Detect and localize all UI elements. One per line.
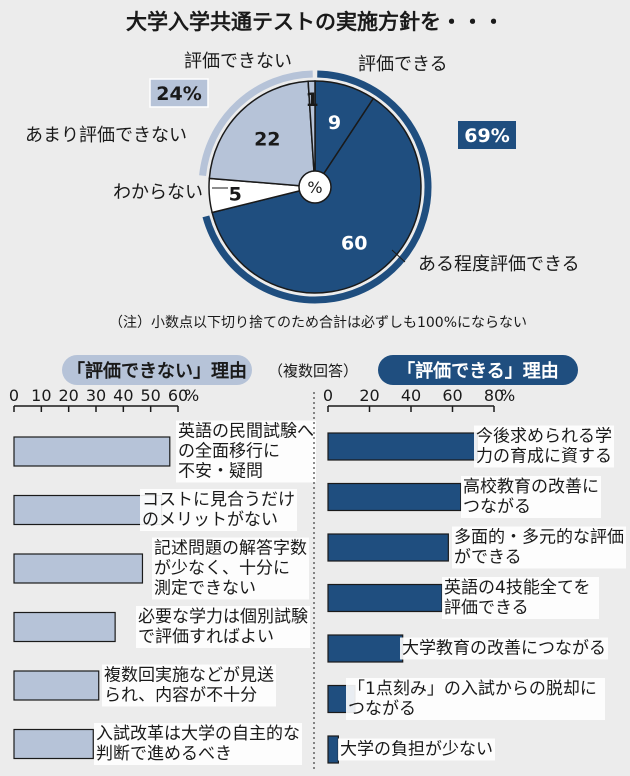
- can-evaluate-reasons-chart: 「評価できる」理由 0 20 40 60 80% 今後求められる学力の育成に資する高校教育の…: [313, 355, 626, 770]
- pie-slice-value: 9: [328, 112, 341, 134]
- bar: [13, 670, 100, 701]
- x-tick-label: 60: [442, 386, 462, 405]
- bar-label: 測定できない: [154, 579, 256, 599]
- bar: [327, 482, 462, 512]
- bar: [327, 432, 478, 461]
- slice-label: あまり評価できない: [25, 125, 187, 146]
- group-arc: [199, 70, 313, 176]
- bar-label-bg: [338, 738, 495, 761]
- bar-label: ができる: [454, 548, 522, 568]
- bar: [13, 494, 163, 526]
- group-arc: [202, 70, 432, 304]
- bar: [327, 583, 443, 613]
- pie-center-label: %: [307, 178, 322, 197]
- x-tick-label: 60: [168, 386, 188, 405]
- bar-label: られ、内容が不十分: [104, 686, 257, 706]
- bar-label-bg: [442, 577, 599, 619]
- bar-label-bg: [461, 476, 601, 518]
- x-tick-label: 20: [359, 386, 379, 405]
- pie-center: [298, 170, 332, 204]
- bar-label-bg: [94, 723, 302, 765]
- slice-label: ある程度評価できる: [418, 254, 580, 275]
- bar-label-bg: [140, 489, 297, 531]
- bar-label: 入試改革は大学の自主的な: [96, 724, 300, 744]
- pie-slice-value: 60: [341, 233, 367, 255]
- bar-label: 英語の民間試験へ: [178, 422, 314, 442]
- group-badge: [149, 78, 209, 108]
- x-tick-label: 50: [140, 386, 160, 405]
- group-badge: [458, 121, 516, 149]
- pie-slice-value: 1: [306, 89, 319, 111]
- reason-header-subtitle: （複数回答）: [268, 362, 358, 380]
- x-tick-label: 20: [58, 386, 78, 405]
- x-unit: %: [184, 386, 199, 405]
- reason-header-title: 「評価できない」理由: [67, 360, 247, 382]
- reason-header-pill: [378, 355, 578, 385]
- bar-label: 「1点刻み」の入試からの脱却に: [348, 679, 597, 699]
- slice-label: 評価できない: [184, 51, 292, 72]
- bar: [13, 553, 144, 584]
- leader-line: [391, 249, 406, 263]
- bar-label: 評価できる: [444, 598, 529, 618]
- bar: [13, 436, 171, 467]
- bar-label: 必要な学力は個別試験: [138, 607, 308, 627]
- group-badge-value: 69%: [464, 125, 509, 147]
- group-badge-value: 24%: [156, 83, 201, 105]
- pie-slice-value: 22: [254, 129, 280, 151]
- slice-label: わからない: [113, 182, 203, 203]
- bar: [327, 735, 339, 764]
- bar-label-bg: [474, 425, 614, 468]
- bar-label: が少なく、十分に: [154, 559, 290, 579]
- pie-slice: [307, 80, 316, 188]
- bar-label: 不安・疑問: [178, 462, 263, 482]
- bar-label-bg: [452, 526, 626, 569]
- bar-label: コストに見合うだけ: [142, 490, 295, 510]
- bar: [327, 634, 404, 663]
- bar-label-bg: [152, 537, 309, 600]
- x-tick-label: 40: [113, 386, 133, 405]
- pie-slice: [208, 80, 316, 188]
- bar-label: のメリットがない: [142, 510, 278, 530]
- pie-note: （注）小数点以下切り捨てのため合計は必ずしも100%にならない: [109, 314, 527, 331]
- bar-label: 大学の負担が少ない: [340, 740, 493, 760]
- bar-label: 判断で進めるべき: [96, 744, 232, 764]
- cannot-evaluate-reasons-chart: 「評価できない」理由 （複数回答） 0 10 20 30 40 50 60% 英語の民間試験への全…: [9, 355, 358, 765]
- x-tick-label: 40: [401, 386, 421, 405]
- bar: [13, 611, 116, 643]
- slice-label: 評価できる: [358, 54, 448, 75]
- bar-label: 力の育成に資する: [476, 447, 612, 467]
- reason-header-title: 「評価できる」理由: [397, 360, 559, 382]
- bar-label: 大学教育の改善につながる: [402, 639, 606, 659]
- bar-label-bg: [346, 678, 605, 720]
- bar-label: 高校教育の改善に: [463, 477, 599, 497]
- bar: [327, 533, 449, 562]
- bar-label-bg: [176, 420, 316, 483]
- x-tick-label: 30: [86, 386, 106, 405]
- bar-label: つながる: [348, 699, 416, 719]
- bar-label: の全面移行に: [178, 442, 280, 462]
- bar-label: 記述問題の解答字数: [154, 539, 307, 559]
- x-tick-label: 80: [484, 386, 504, 405]
- pie-slice-value: 5: [229, 183, 242, 205]
- bar-label-bg: [400, 637, 608, 660]
- x-tick-label: 10: [31, 386, 51, 405]
- bar-label: 多面的・多元的な評価: [454, 528, 624, 548]
- x-tick-label: 0: [9, 386, 19, 405]
- bar-label: で評価すればよい: [138, 627, 274, 647]
- x-unit: %: [500, 386, 515, 405]
- bar-label: 英語の4技能全てを: [444, 578, 590, 598]
- chart-title: 大学入学共通テストの実施方針を・・・: [126, 10, 504, 34]
- bar-label: つながる: [463, 497, 531, 517]
- bar-label: 複数回実施などが見送: [104, 666, 274, 686]
- reason-header-pill: [62, 355, 252, 385]
- bar: [13, 728, 94, 760]
- bar-label-bg: [136, 606, 310, 648]
- x-tick-label: 0: [323, 386, 333, 405]
- bar-label-bg: [102, 664, 276, 707]
- bar-label: 今後求められる学: [476, 427, 612, 447]
